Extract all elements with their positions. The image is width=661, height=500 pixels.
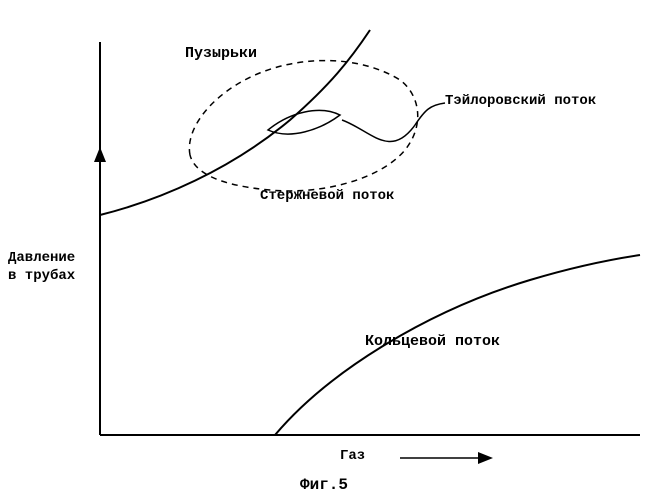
- figure-canvas: Давление в трубах Газ Пузырьки Тэйлоровс…: [0, 0, 661, 500]
- bubbles-label: Пузырьки: [185, 45, 257, 62]
- y-axis-label-line2: в трубах: [8, 268, 75, 286]
- transition-region-dashed: [189, 61, 417, 191]
- y-axis-label-line1: Давление: [8, 250, 75, 268]
- figure-caption: Фиг.5: [300, 476, 348, 494]
- taylor-leader-line: [342, 103, 445, 142]
- diagram-svg: [0, 0, 661, 500]
- eye-lens-shape: [268, 110, 340, 134]
- taylor-flow-label: Тэйлоровский поток: [445, 93, 596, 109]
- x-axis-label: Газ: [340, 448, 365, 464]
- rod-flow-label: Стержневой поток: [260, 188, 394, 204]
- annular-flow-label: Кольцевой поток: [365, 333, 500, 350]
- y-axis-label: Давление в трубах: [8, 250, 75, 285]
